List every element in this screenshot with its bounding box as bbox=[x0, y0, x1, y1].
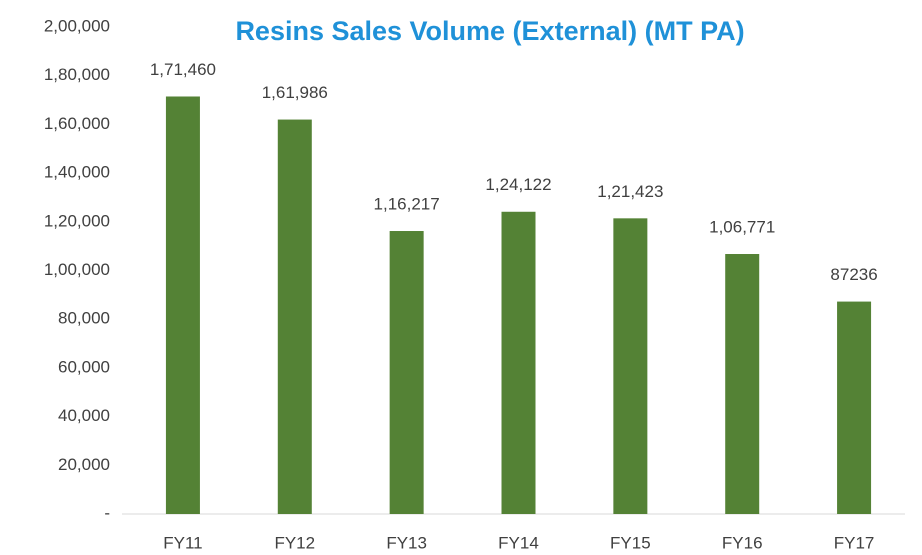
bar bbox=[837, 301, 872, 514]
x-tick-label: FY13 bbox=[386, 533, 427, 552]
y-tick-label: 2,00,000 bbox=[44, 16, 110, 35]
bar bbox=[613, 218, 648, 514]
chart-title: Resins Sales Volume (External) (MT PA) bbox=[235, 16, 744, 46]
y-tick-label: 1,40,000 bbox=[44, 163, 110, 182]
data-label: 1,21,423 bbox=[597, 182, 663, 201]
data-label: 1,16,217 bbox=[374, 194, 440, 213]
x-tick-label: FY17 bbox=[834, 533, 875, 552]
y-tick-label: 1,60,000 bbox=[44, 114, 110, 133]
y-tick-label: 60,000 bbox=[58, 357, 110, 376]
y-tick-label: - bbox=[104, 503, 110, 522]
y-tick-label: 1,00,000 bbox=[44, 260, 110, 279]
bar bbox=[725, 254, 760, 514]
y-tick-label: 1,80,000 bbox=[44, 65, 110, 84]
y-tick-label: 1,20,000 bbox=[44, 211, 110, 230]
x-tick-label: FY12 bbox=[274, 533, 315, 552]
x-tick-label: FY15 bbox=[610, 533, 651, 552]
data-label: 1,71,460 bbox=[150, 60, 216, 79]
bar bbox=[277, 119, 312, 514]
data-label: 1,24,122 bbox=[485, 175, 551, 194]
x-tick-label: FY11 bbox=[163, 533, 202, 552]
data-label: 1,06,771 bbox=[709, 217, 775, 236]
data-label: 87236 bbox=[830, 265, 877, 284]
bar bbox=[165, 96, 200, 514]
y-tick-label: 40,000 bbox=[58, 406, 110, 425]
x-tick-label: FY16 bbox=[722, 533, 763, 552]
y-tick-label: 80,000 bbox=[58, 309, 110, 328]
data-label: 1,61,986 bbox=[262, 83, 328, 102]
y-tick-label: 20,000 bbox=[58, 455, 110, 474]
bar bbox=[389, 231, 424, 515]
x-tick-label: FY14 bbox=[498, 533, 539, 552]
bar bbox=[501, 211, 536, 514]
